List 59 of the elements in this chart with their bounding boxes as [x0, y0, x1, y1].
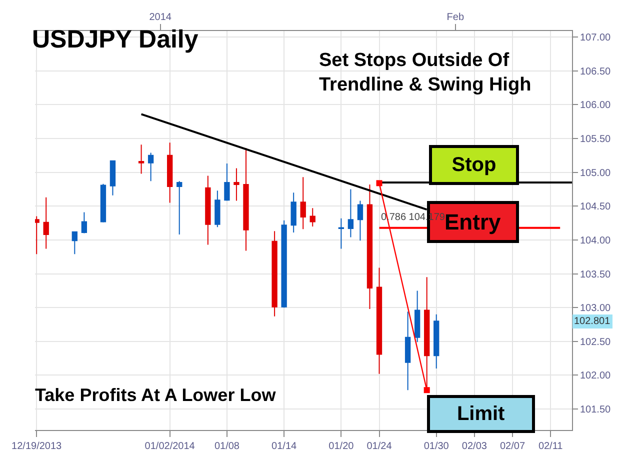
candlestick: [338, 218, 344, 250]
x2-tick-label: 2014: [149, 12, 172, 23]
y-tick-label: 103.00: [580, 303, 612, 314]
annotation: Entry: [444, 210, 502, 234]
candlestick: [243, 147, 249, 252]
y-tick-label: 106.00: [580, 100, 612, 112]
x-tick-label: 01/14: [272, 441, 298, 452]
annotation: Limit: [456, 403, 506, 425]
candlestick: [310, 208, 316, 227]
y-tick-label: 104.00: [580, 235, 612, 246]
candlestick: [290, 192, 296, 234]
x-tick-label: 01/30: [424, 441, 450, 452]
candlestick: [234, 168, 240, 202]
annotation: Set Stops Outside Of Trendline & Swing High: [319, 50, 532, 96]
candlestick: [357, 200, 364, 242]
candlestick: [138, 144, 144, 174]
x-tick-label: 12/19/2013: [12, 441, 62, 452]
candlestick: [214, 190, 220, 228]
y-tick-label: 101.50: [580, 404, 612, 416]
x-tick-label: 02/07: [500, 441, 526, 452]
annotation: 102.801: [574, 316, 611, 327]
candlestick: [300, 176, 306, 230]
candlestick: [376, 267, 382, 374]
chart-title: USDJPY Daily: [32, 26, 198, 54]
x2-tick-label: Feb: [446, 12, 464, 23]
candlestick: [348, 188, 354, 238]
y-tick-label: 102.00: [580, 370, 612, 382]
x-tick-label: 02/03: [462, 441, 488, 452]
candlestick: [176, 180, 182, 236]
y-tick-label: 105.00: [580, 168, 612, 179]
candlestick: [224, 163, 230, 202]
x-tick-label: 02/11: [538, 441, 564, 452]
candlestick: [110, 160, 116, 196]
candlestick: [434, 314, 440, 369]
annotation: Take Profits At A Lower Low: [35, 385, 277, 405]
candlestick: [72, 231, 78, 255]
x-tick-label: 01/08: [214, 441, 240, 452]
candlestick: [414, 290, 420, 343]
candlestick: [43, 196, 49, 250]
candlestick: [205, 175, 211, 246]
candlestick: [81, 212, 88, 234]
y-tick-label: 107.00: [580, 32, 612, 44]
candlestick: [148, 152, 154, 182]
x-tick-label: 01/24: [366, 441, 392, 452]
candlestick: [272, 230, 278, 317]
candlestick: [35, 216, 40, 255]
candlestick: [281, 220, 287, 308]
candlestick: [404, 311, 411, 391]
y-tick-label: 103.50: [580, 269, 612, 280]
x-tick-label: 01/20: [328, 441, 354, 452]
y-tick-label: 102.50: [580, 336, 612, 348]
y-tick-label: 104.50: [580, 202, 612, 213]
candlestick: [100, 183, 106, 223]
candlestick: [167, 142, 173, 204]
y-tick-label: 105.50: [580, 134, 612, 146]
y-tick-label: 106.50: [580, 66, 612, 78]
candlestick: [366, 184, 373, 310]
annotation: Stop: [452, 154, 496, 176]
x-tick-label: 01/02/2014: [144, 441, 196, 452]
